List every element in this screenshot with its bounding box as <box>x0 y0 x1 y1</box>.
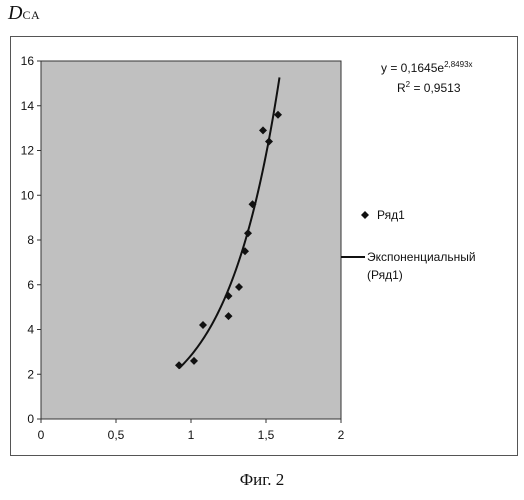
legend-marker-icon <box>361 211 369 219</box>
equation-exponent: 2,8493x <box>444 60 472 69</box>
y-tick-label: 12 <box>21 144 35 158</box>
y-variable-main: D <box>8 2 22 24</box>
x-axis: 0 0,5 1 1,5 2 <box>38 419 345 442</box>
r-squared-value: = 0,9513 <box>410 81 461 95</box>
x-tick-label: 1 <box>188 428 195 442</box>
r-squared-line: R2 = 0,9513 <box>397 80 461 95</box>
y-axis: 0 2 4 6 8 10 12 14 16 <box>21 54 41 426</box>
chart-svg: 0 2 4 6 8 10 12 14 16 0 0,5 1 1,5 2 y = 0,1645e2,849… <box>11 37 517 455</box>
legend: Ряд1 Экспоненциальный (Ряд1) <box>341 208 476 282</box>
y-tick-label: 2 <box>27 367 34 381</box>
x-tick-label: 0 <box>38 428 45 442</box>
r-squared-label: R <box>397 81 406 95</box>
x-tick-label: 0,5 <box>108 428 125 442</box>
y-tick-label: 14 <box>21 99 35 113</box>
x-tick-label: 1,5 <box>258 428 275 442</box>
y-tick-label: 16 <box>21 54 35 68</box>
x-tick-label: 2 <box>338 428 345 442</box>
legend-trendline-label-2: (Ряд1) <box>367 268 403 282</box>
y-tick-label: 0 <box>27 412 34 426</box>
y-tick-label: 10 <box>21 188 35 202</box>
chart-frame: 0 2 4 6 8 10 12 14 16 0 0,5 1 1,5 2 y = 0,1645e2,849… <box>10 36 518 456</box>
plot-area <box>41 61 341 419</box>
legend-series-label: Ряд1 <box>377 208 405 222</box>
y-tick-label: 6 <box>27 278 34 292</box>
trend-equation: y = 0,1645e2,8493x R2 = 0,9513 <box>381 60 473 95</box>
y-variable-subscript: CA <box>22 8 40 22</box>
legend-trendline-label: Экспоненциальный <box>367 250 476 264</box>
figure-caption: Фиг. 2 <box>0 470 524 490</box>
y-variable-label: DCA <box>8 2 40 25</box>
y-tick-label: 4 <box>27 323 34 337</box>
y-tick-label: 8 <box>27 233 34 247</box>
equation-line: y = 0,1645e2,8493x <box>381 60 473 75</box>
equation-main: y = 0,1645e <box>381 61 444 75</box>
